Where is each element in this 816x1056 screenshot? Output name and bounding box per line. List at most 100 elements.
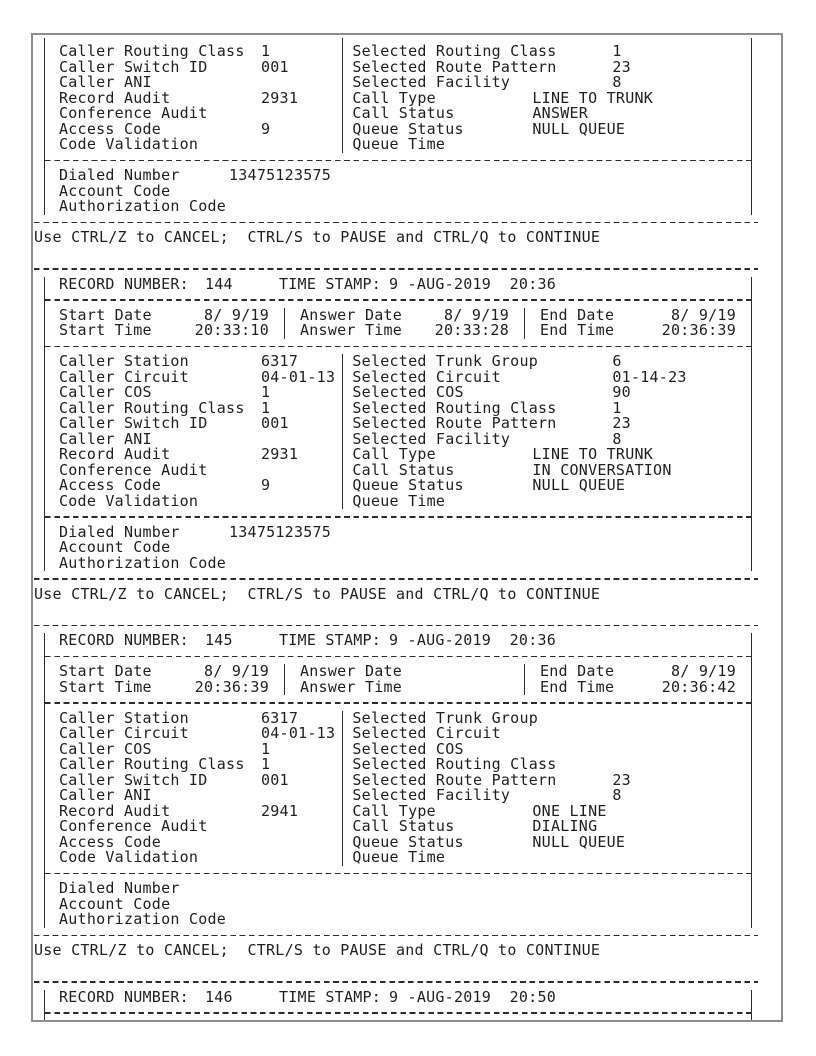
field-label: Queue Status — [352, 478, 464, 494]
date-cell: End Date 8/ 9/19 — [524, 664, 751, 680]
field-value: ONE LINE — [532, 803, 607, 819]
field-row: Caller Station 6317 Selected Trunk Group 6 — [45, 354, 751, 370]
dash-line — [45, 1012, 751, 1014]
field-row: Conference Audit Call Status ANSWER — [45, 106, 751, 122]
field-label: Start Date — [59, 307, 152, 323]
field-label: Caller Station — [59, 710, 189, 726]
selected-field-cell: Selected Routing Class 1 — [342, 400, 751, 416]
field-label: Dialed Number — [59, 522, 180, 541]
caller-field-cell: Record Audit 2931 — [45, 91, 342, 107]
field-value: DIALING — [532, 819, 598, 835]
field-value: 20:33:10 — [194, 323, 269, 339]
dash-line — [34, 981, 758, 983]
selected-field-cell: Queue Status NULL QUEUE — [342, 478, 751, 494]
date-cell: Start Date 8/ 9/19 — [45, 664, 284, 680]
field-label: Access Code — [59, 834, 162, 850]
field-label: Conference Audit — [59, 819, 208, 835]
field-label: Start Time — [59, 323, 152, 339]
selected-field-cell: Selected COS 90 — [342, 385, 751, 401]
section-separator-line — [45, 509, 751, 525]
field-label: Answer Date — [300, 307, 403, 323]
field-value — [509, 664, 524, 680]
field-value: 2931 — [261, 90, 299, 106]
field-label: Caller ANI — [59, 75, 152, 91]
field-value: 001 — [261, 772, 289, 788]
field-value: 20:33:28 — [434, 323, 509, 339]
section-separator-line — [45, 339, 751, 355]
date-cell: End Time 20:36:42 — [524, 679, 751, 695]
date-cell: Start Time 20:33:10 — [45, 323, 284, 339]
section-separator-line — [45, 695, 751, 711]
dialed-row: Authorization Code — [45, 555, 751, 572]
date-cell: Answer Date — [284, 664, 524, 680]
field-row: Caller Routing Class 1 Selected Routing Cl… — [45, 400, 751, 416]
field-row: Code Validation Queue Time — [45, 137, 751, 153]
caller-field-cell: Caller Station 6317 — [45, 354, 342, 370]
field-label: Record Audit — [59, 447, 171, 463]
field-value: 90 — [612, 385, 631, 401]
record-header-row: RECORD NUMBER: 144 TIME STAMP: 9 -AUG-2019 … — [45, 274, 751, 293]
field-label: Record Audit — [59, 803, 171, 819]
field-label: Caller Station — [59, 354, 189, 370]
field-value: 8 — [612, 431, 622, 447]
field-value: 13475123575 — [229, 522, 332, 541]
control-hint-line: Use CTRL/Z to CANCEL; CTRL/S to PAUSE an… — [34, 228, 601, 246]
field-row: Code Validation Queue Time — [45, 493, 751, 509]
time-stamp-label: TIME STAMP: — [279, 274, 382, 293]
field-value: 9 — [261, 478, 271, 494]
caller-field-cell: Caller COS 1 — [45, 385, 342, 401]
field-label: Queue Time — [352, 850, 446, 866]
field-row: Access Code Queue Status NULL QUEUE — [45, 834, 751, 850]
field-value: 01-14-23 — [612, 369, 687, 385]
time-stamp-value: 9 -AUG-2019 20:36 — [389, 274, 557, 293]
field-label: Caller Routing Class — [59, 757, 245, 773]
selected-field-cell: Selected Routing Class 1 — [342, 44, 751, 60]
field-value: 8/ 9/19 — [671, 307, 736, 323]
clipped-row — [45, 38, 751, 44]
field-label: Selected Routing Class — [352, 44, 557, 60]
field-label: Dialed Number — [59, 166, 180, 184]
field-value: 8 — [612, 75, 622, 91]
section-separator-line — [45, 153, 751, 169]
control-hint-line: Use CTRL/Z to CANCEL; CTRL/S to PAUSE an… — [34, 584, 601, 603]
field-label: Answer Time — [300, 323, 403, 339]
caller-field-cell: Record Audit 2941 — [45, 804, 342, 820]
field-row: Caller ANI Selected Facility 8 — [45, 75, 751, 91]
record-number-value: 146 — [205, 987, 233, 1006]
field-row: Record Audit 2931 Call Type LINE TO TRUNK — [45, 90, 751, 107]
selected-field-cell: Queue Time — [342, 850, 751, 866]
selected-field-cell: Call Status DIALING — [342, 819, 751, 835]
caller-field-cell: Record Audit 2931 — [45, 447, 342, 463]
field-value: 6317 — [261, 710, 299, 726]
field-label: Code Validation — [59, 850, 199, 866]
field-label: Authorization Code — [59, 197, 227, 215]
field-value: 8/ 9/19 — [204, 664, 269, 680]
selected-field-cell: Selected Routing Class — [342, 757, 751, 773]
field-label: End Time — [540, 679, 615, 695]
field-value: 2931 — [261, 447, 299, 463]
field-value: 1 — [612, 44, 622, 60]
caller-field-cell: Caller Circuit 04-01-13 — [45, 726, 342, 742]
field-label: Record Audit — [59, 90, 171, 106]
record-header-row: RECORD NUMBER: 145 TIME STAMP: 9 -AUG-2019 … — [45, 632, 751, 649]
field-row: Code Validation Queue Time — [45, 850, 751, 866]
field-label: Selected Route Pattern — [352, 416, 557, 432]
field-label: Access Code — [59, 478, 162, 494]
record-boundary-line — [34, 215, 758, 231]
field-row: Caller COS 1 Selected COS — [45, 741, 751, 757]
field-label: End Date — [540, 307, 615, 323]
record-boundary-line — [34, 618, 758, 634]
selected-field-cell: Call Type ONE LINE — [342, 803, 751, 819]
field-label: Caller Routing Class — [59, 44, 245, 60]
field-value: 1 — [261, 44, 271, 60]
selected-field-cell: Call Type LINE TO TRUNK — [342, 447, 751, 463]
field-row: Caller Switch ID 001 Selected Route Patter… — [45, 772, 751, 788]
field-value: 001 — [261, 59, 289, 75]
selected-field-cell: Selected Facility 8 — [342, 431, 751, 447]
dialed-row: Account Code — [45, 896, 751, 913]
field-label: Selected Routing Class — [352, 757, 557, 773]
field-label: Queue Status — [352, 834, 464, 850]
field-label: Caller ANI — [59, 788, 152, 804]
field-label: Queue Time — [352, 493, 446, 509]
